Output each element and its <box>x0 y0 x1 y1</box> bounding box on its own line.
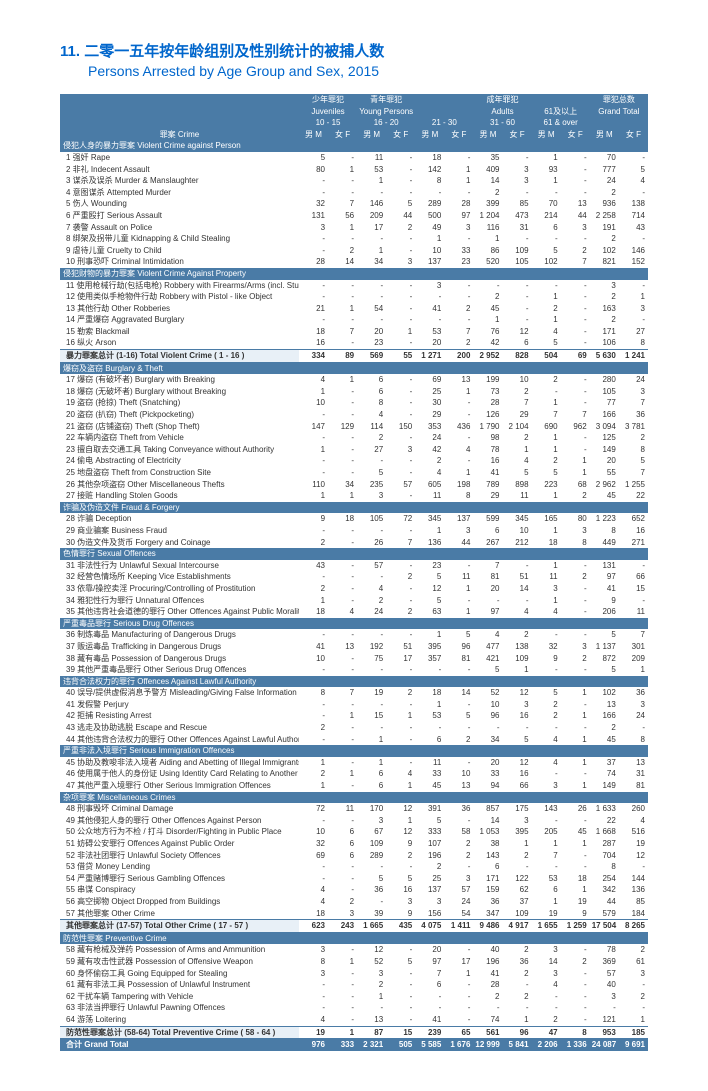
page-title: 11. 二零一五年按年龄组别及性别统计的被捕人数 <box>60 40 648 61</box>
stats-table: 少年罪犯青年罪犯成年罪犯罪犯总数JuvenilesYoung PersonsAd… <box>60 94 648 1051</box>
page-subtitle: Persons Arrested by Age Group and Sex, 2… <box>60 63 648 79</box>
